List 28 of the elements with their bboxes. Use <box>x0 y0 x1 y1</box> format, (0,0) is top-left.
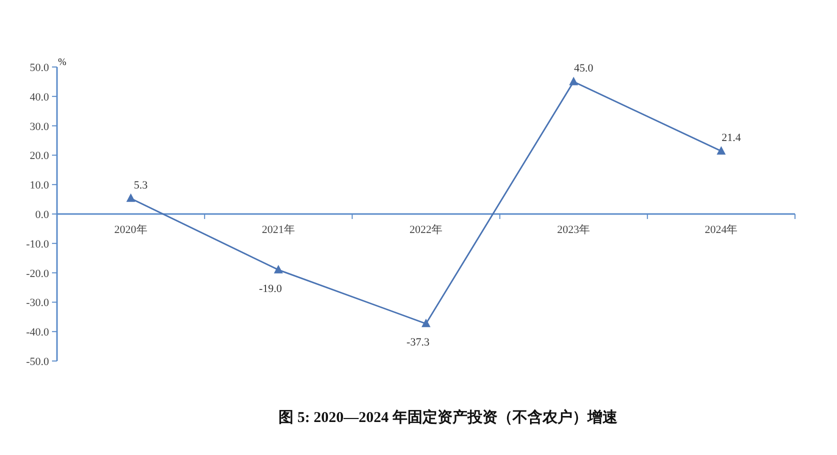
point <box>569 76 578 86</box>
y-tick-label: -50.0 <box>26 356 50 368</box>
data-label: 5.3 <box>134 179 148 192</box>
text: 图 5: 2020—2024 年固定资产投资（不含农户）增速 <box>278 408 618 426</box>
point <box>126 193 136 202</box>
x-tick-label: 2020年 <box>114 224 148 236</box>
data-label: 21.4 <box>722 132 742 144</box>
data-label: 45.0 <box>574 62 594 75</box>
y-tick-label: 40.0 <box>30 91 50 104</box>
y-tick-label: -20.0 <box>26 268 50 280</box>
x-tick-label: 2023年 <box>557 224 590 236</box>
point <box>716 146 726 155</box>
y-tick-label: -10.0 <box>26 238 50 250</box>
data-label: -37.3 <box>406 336 430 349</box>
point <box>422 318 430 328</box>
y-tick-label: 10.0 <box>30 180 50 192</box>
x-tick-label: 2024年 <box>704 224 738 236</box>
data-label: -19.0 <box>258 282 282 295</box>
x-tick-label: 2022年 <box>410 224 442 236</box>
x-tick-label: 2021年 <box>262 224 295 236</box>
point <box>274 264 283 274</box>
y-tick-label: 30.0 <box>30 120 50 133</box>
y-tick-label: 0.0 <box>35 209 50 221</box>
y-tick-label: -40.0 <box>26 326 50 339</box>
y-tick-label: 50.0 <box>30 62 50 74</box>
y-axis-title: % <box>58 57 66 68</box>
y-tick-label: -30.0 <box>26 297 50 310</box>
y-tick-label: 20.0 <box>30 150 50 162</box>
